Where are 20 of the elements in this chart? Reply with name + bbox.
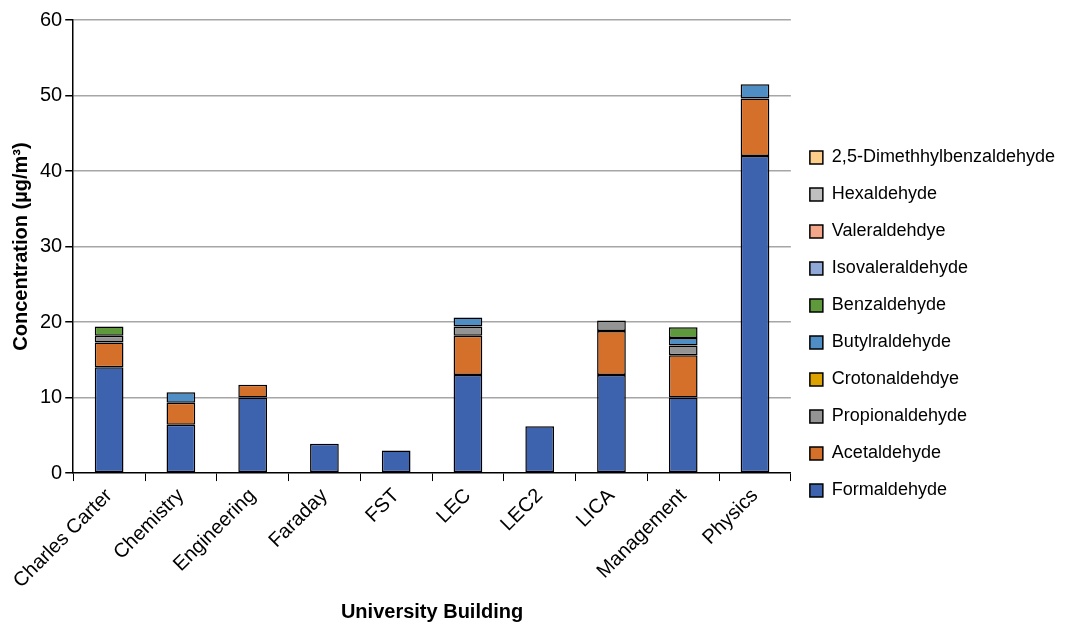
y-tick-label: 30 (40, 234, 63, 257)
legend-label: Butylraldehyde (831, 331, 951, 352)
y-tick-label: 10 (40, 385, 63, 408)
legend-label: Acetaldehyde (831, 442, 941, 463)
legend-label: Propionaldehyde (831, 405, 967, 426)
y-tick-label: 0 (51, 460, 63, 483)
y-tick-label: 50 (40, 83, 63, 106)
y-tick-label: 60 (40, 7, 63, 30)
y-tick-label: 20 (40, 309, 63, 332)
y-tick-label: 40 (40, 158, 63, 181)
x-axis-title: University Building (340, 599, 524, 622)
legend-label: Crotonaldehdye (831, 368, 959, 389)
y-axis-title: Concentration (µg/m³) (8, 142, 31, 351)
legend-label: Isovaleraldehyde (831, 257, 968, 278)
legend-label: Formaldehyde (831, 479, 947, 500)
x-tick-label: LEC (431, 483, 475, 527)
legend-label: Benzaldehyde (831, 294, 946, 315)
legend-label: 2,5-Dimethhylbenzaldehyde (831, 146, 1055, 167)
legend-label: Valeraldehdye (831, 220, 946, 241)
legend-label: Hexaldehyde (831, 183, 937, 204)
